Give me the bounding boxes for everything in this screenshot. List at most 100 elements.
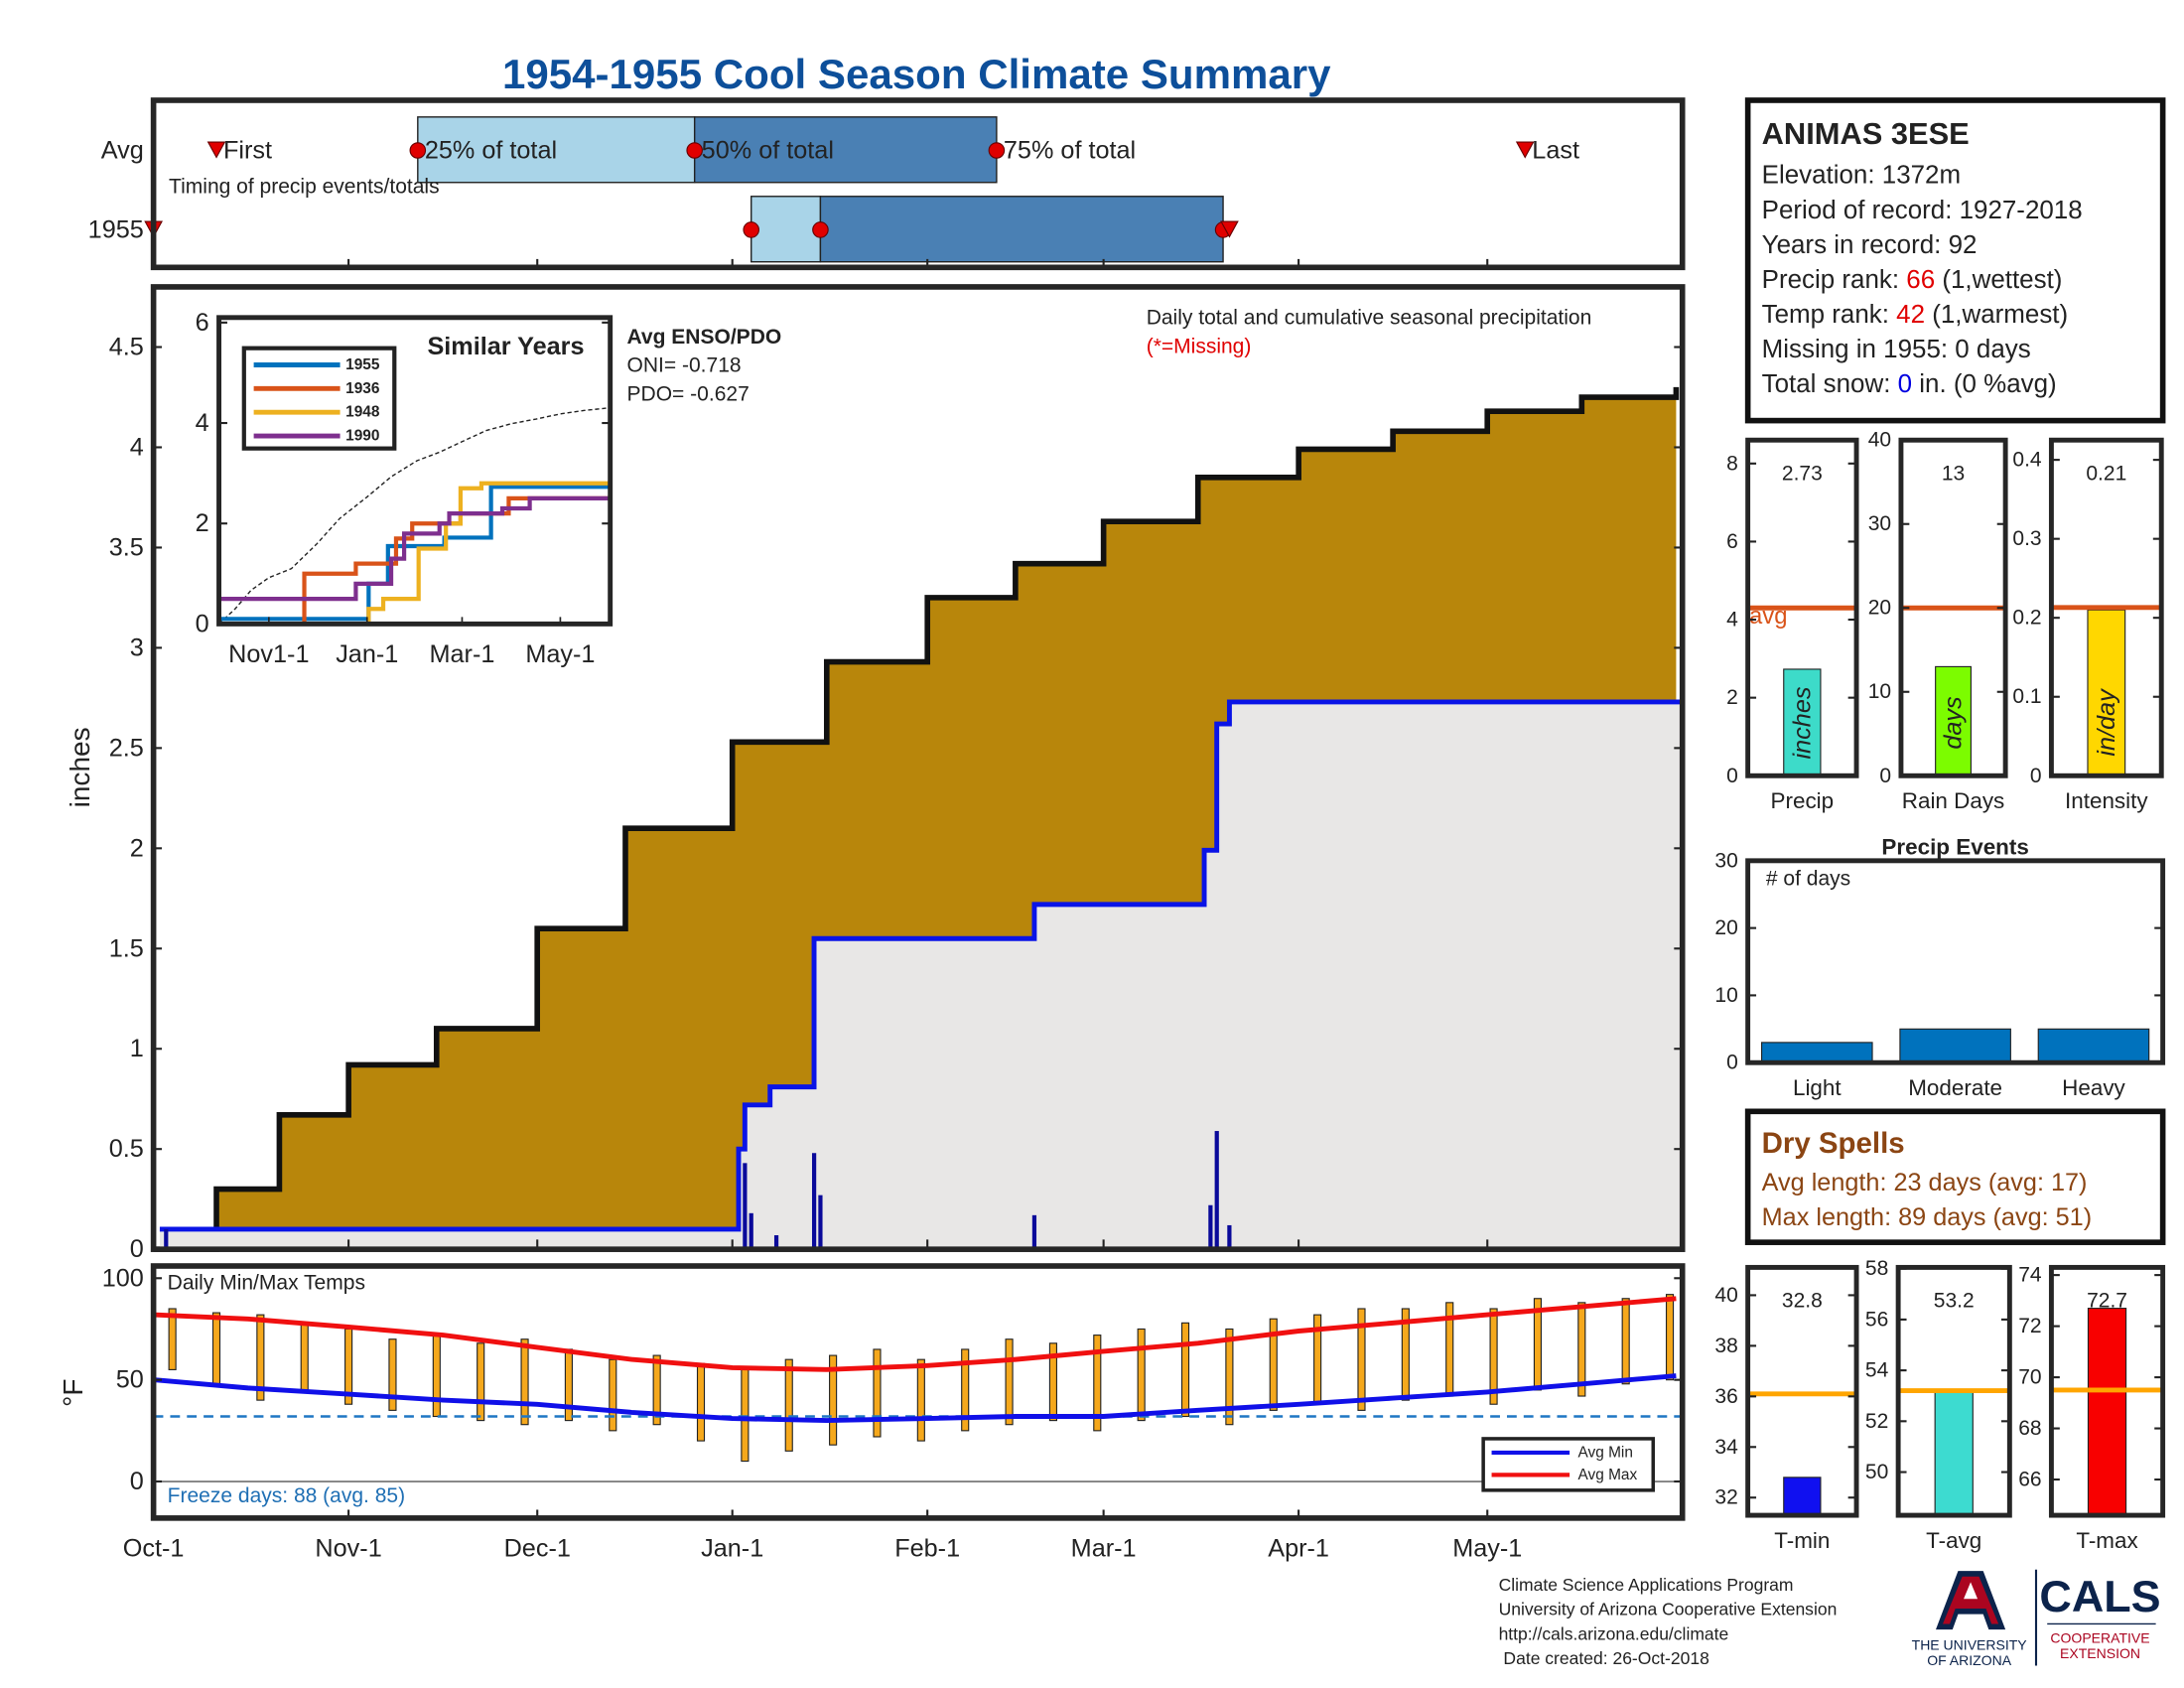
y-tick-label: 38: [1714, 1335, 1737, 1357]
y-tick-label: 54: [1865, 1359, 1889, 1382]
plot-frame: [1745, 858, 2166, 1065]
daily-precip-bar: [773, 1235, 779, 1250]
daily-temp-bar: [916, 1358, 925, 1442]
daily-precip-bar: [811, 1153, 817, 1250]
station-line-part: (1,wettest): [1935, 266, 2062, 294]
quantile-dot: [409, 142, 427, 159]
y-tick-label: 0: [1879, 765, 1891, 787]
plot-frame: [1898, 437, 2008, 778]
plot-frame: [216, 315, 614, 627]
x-tick-label: May-1: [1452, 1535, 1522, 1563]
daily-temp-bar: [1269, 1318, 1278, 1411]
daily-temp-bar: [1225, 1328, 1234, 1426]
daily-precip-bar: [164, 1228, 169, 1250]
data-label: 32.8: [1782, 1290, 1823, 1313]
marker-label: First: [223, 136, 272, 164]
unit-label: inches: [1788, 686, 1816, 759]
daily-temp-bar: [696, 1362, 706, 1442]
daily-temp-bar: [652, 1354, 661, 1426]
marker-label: Last: [1532, 136, 1579, 164]
daily-temp-bar: [1180, 1322, 1190, 1418]
y-tick-label: 68: [2018, 1417, 2041, 1440]
y-tick-label: 70: [2018, 1366, 2041, 1389]
daily-temp-bar: [1401, 1308, 1410, 1401]
footer-line: Date created: 26-Oct-2018: [1499, 1648, 1709, 1668]
station-line-part: 0: [1898, 370, 1912, 398]
x-tick-label: Mar-1: [1071, 1535, 1137, 1563]
enso-annotation: Avg ENSO/PDO: [627, 326, 782, 349]
daily-temp-bar: [961, 1348, 970, 1432]
marker-label: 75% of total: [1004, 136, 1136, 164]
annotation: Daily total and cumulative seasonal prec…: [1147, 306, 1592, 329]
temp-title: Daily Min/Max Temps: [168, 1271, 365, 1294]
bar: [1935, 665, 1972, 776]
ua-logo-text: OF ARIZONA: [1927, 1652, 2012, 1668]
unit-label: days: [1940, 696, 1968, 750]
ua-logo-inner: [1943, 1576, 1999, 1624]
avg-label: avg: [1749, 603, 1787, 630]
quartile-box: [693, 116, 998, 184]
station-line: Precip rank: 66 (1,wettest): [1762, 266, 2063, 294]
y-tick-label: 52: [1865, 1410, 1888, 1433]
daily-temp-bar: [564, 1348, 573, 1422]
y-axis-label: °F: [58, 1378, 88, 1406]
station-line-part: in. (0 %avg): [1912, 370, 2057, 398]
y-tick-label: 0: [130, 1235, 144, 1263]
daily-temp-bar: [432, 1335, 441, 1418]
footer-line: http://cals.arizona.edu/climate: [1499, 1623, 1729, 1643]
data-label: 0.21: [2086, 462, 2126, 485]
chart-note: # of days: [1766, 868, 1850, 891]
daily-temp-bar: [1489, 1308, 1498, 1405]
daily-precip-bar: [1208, 1204, 1213, 1250]
bar: [1899, 1028, 2011, 1063]
daily-precip-bar: [749, 1212, 753, 1250]
category-label: Intensity: [2065, 788, 2148, 813]
y-tick-label: 0.2: [2012, 607, 2041, 630]
daily-temp-bar: [1137, 1328, 1146, 1422]
legend-label: 1955: [345, 356, 380, 373]
bar: [1761, 1042, 1873, 1063]
avg-temp-line: [153, 1373, 1677, 1424]
y-tick-label: 40: [1714, 1284, 1737, 1307]
category-label: Moderate: [1908, 1075, 2002, 1100]
bar: [1783, 1477, 1822, 1516]
data-label: 13: [1942, 462, 1965, 485]
category-label: Light: [1793, 1075, 1842, 1100]
y-tick-label: 4: [130, 433, 144, 461]
station-line: Total snow: 0 in. (0 %avg): [1762, 370, 2057, 398]
plot-background: [1747, 1267, 1857, 1516]
legend-label: 1948: [345, 404, 380, 421]
row-label: 1955: [88, 215, 144, 243]
y-tick-label: 50: [1865, 1461, 1888, 1483]
quantile-dot: [988, 142, 1006, 159]
station-line-part: Elevation: 1372m: [1762, 162, 1961, 190]
dry-spells-box: [1744, 1108, 2166, 1245]
x-tick-label: Apr-1: [1268, 1535, 1329, 1563]
daily-temp-bar: [609, 1358, 617, 1432]
daily-temp-bar: [477, 1342, 485, 1422]
y-tick-label: 36: [1714, 1385, 1737, 1408]
bar: [2037, 1028, 2150, 1063]
x-tick-label: Nov1-1: [228, 640, 309, 668]
y-tick-label: 34: [1714, 1436, 1738, 1459]
cumulative-avg-edge: [153, 386, 1680, 1252]
y-tick-label: 66: [2018, 1469, 2041, 1491]
similar-year-line: [218, 492, 613, 602]
y-tick-label: 10: [1868, 680, 1891, 703]
dry-spells-line: Avg length: 23 days (avg: 17): [1762, 1169, 2088, 1196]
station-line: Temp rank: 42 (1,warmest): [1762, 301, 2069, 329]
y-tick-label: 56: [1865, 1308, 1888, 1331]
y-tick-label: 32: [1714, 1486, 1737, 1509]
plot-frame: [150, 284, 1686, 1252]
station-line-part: 66: [1906, 266, 1935, 294]
y-tick-label: 2.5: [109, 734, 144, 762]
daily-precip-bar: [818, 1195, 823, 1250]
enso-annotation: ONI= -0.718: [627, 354, 742, 377]
station-line: Missing in 1955: 0 days: [1762, 336, 2031, 363]
quartile-box: [819, 196, 1224, 263]
plot-frame: [2048, 437, 2164, 778]
station-line-part: (1,warmest): [1925, 301, 2068, 329]
x-tick-label: Dec-1: [504, 1535, 571, 1563]
daily-temp-bar: [829, 1354, 838, 1446]
station-line-part: Precip rank:: [1762, 266, 1907, 294]
